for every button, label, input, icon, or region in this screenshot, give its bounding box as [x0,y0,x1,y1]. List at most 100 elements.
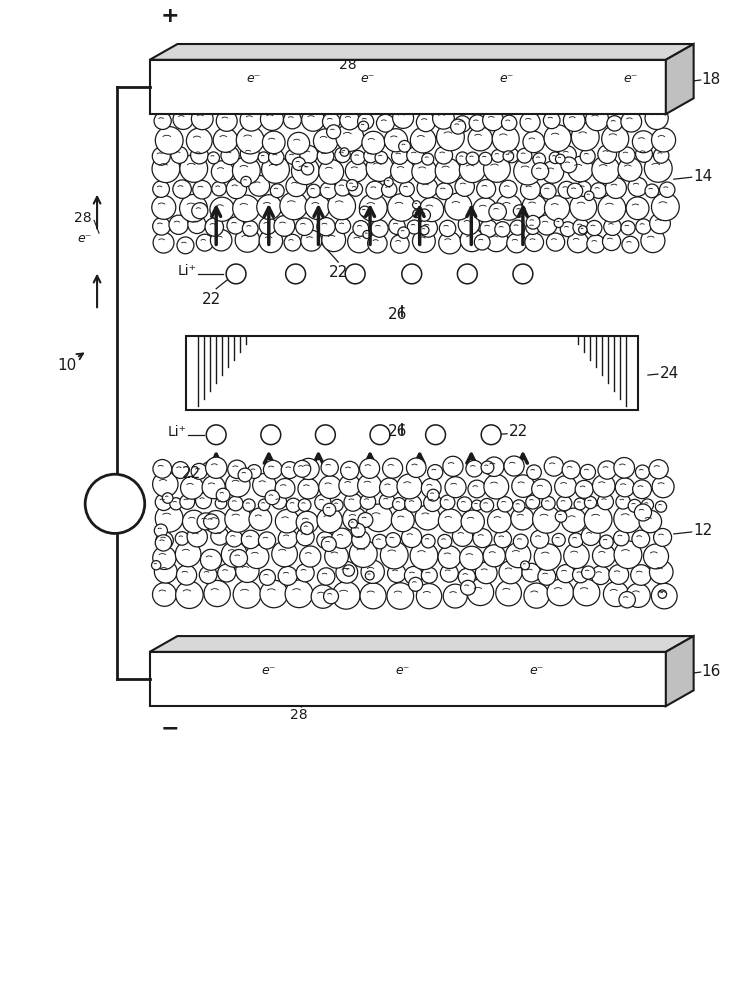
Circle shape [541,161,564,183]
Circle shape [260,108,284,130]
Circle shape [211,527,229,545]
Circle shape [468,127,493,151]
Circle shape [562,508,587,533]
Circle shape [656,501,666,512]
Circle shape [314,129,338,153]
Circle shape [331,499,343,511]
Circle shape [359,458,380,478]
Circle shape [504,456,524,476]
Text: 24: 24 [660,366,679,381]
Polygon shape [150,652,666,706]
Circle shape [421,567,438,583]
Circle shape [256,195,282,219]
Circle shape [544,112,560,129]
Circle shape [347,180,358,191]
Circle shape [375,151,387,164]
Circle shape [172,462,189,478]
Circle shape [484,156,511,182]
Circle shape [472,500,482,511]
Circle shape [455,177,475,196]
Circle shape [614,458,635,478]
Circle shape [241,144,259,163]
Circle shape [152,155,180,183]
Circle shape [605,178,626,198]
Circle shape [307,184,320,198]
Polygon shape [150,60,666,114]
Circle shape [259,532,276,549]
Circle shape [389,218,405,234]
Circle shape [526,495,540,509]
Circle shape [383,458,402,478]
Circle shape [311,585,335,608]
Text: 22: 22 [182,466,202,481]
Circle shape [405,495,421,512]
Circle shape [621,111,641,132]
Circle shape [259,217,277,234]
Circle shape [262,156,290,183]
Circle shape [387,194,415,221]
Text: e⁻: e⁻ [247,72,261,85]
Circle shape [410,542,438,570]
Circle shape [614,505,641,533]
Circle shape [485,229,508,252]
Circle shape [645,184,659,198]
Circle shape [496,580,521,606]
Circle shape [323,113,340,130]
Circle shape [499,180,517,198]
Circle shape [457,264,478,284]
Circle shape [317,148,334,164]
Circle shape [226,530,243,547]
Circle shape [616,495,630,509]
Circle shape [432,108,454,129]
Circle shape [230,549,247,567]
Circle shape [227,217,244,234]
Circle shape [522,194,547,219]
Circle shape [475,562,497,584]
Circle shape [443,456,463,476]
Circle shape [534,544,561,570]
Circle shape [532,506,560,533]
Text: e⁻: e⁻ [500,72,514,85]
Circle shape [298,478,319,499]
Circle shape [568,156,593,182]
Polygon shape [186,336,638,410]
Circle shape [296,511,318,533]
Circle shape [520,180,541,200]
Polygon shape [666,636,693,706]
Circle shape [650,560,673,584]
Circle shape [284,234,301,251]
Circle shape [225,506,251,532]
Circle shape [510,220,525,235]
Text: 28: 28 [339,58,357,72]
Circle shape [345,160,367,182]
Circle shape [332,528,352,548]
Circle shape [593,475,615,497]
Circle shape [387,583,414,609]
Circle shape [572,123,599,151]
Circle shape [286,176,307,197]
Circle shape [258,152,269,163]
Circle shape [581,527,600,545]
Circle shape [615,478,635,497]
Circle shape [413,210,421,218]
Circle shape [352,531,370,549]
Circle shape [549,152,561,164]
Circle shape [287,498,301,512]
Circle shape [523,131,544,153]
Circle shape [645,106,669,130]
Circle shape [284,111,302,129]
Circle shape [221,146,239,165]
Circle shape [635,465,650,479]
Circle shape [461,510,484,533]
Circle shape [155,505,183,532]
Circle shape [387,564,406,583]
Circle shape [544,125,571,152]
Circle shape [335,218,350,234]
Circle shape [609,565,629,584]
Polygon shape [150,636,693,652]
Circle shape [440,495,455,510]
Circle shape [328,192,356,220]
Circle shape [358,513,373,527]
Circle shape [631,565,651,585]
Circle shape [335,147,350,163]
